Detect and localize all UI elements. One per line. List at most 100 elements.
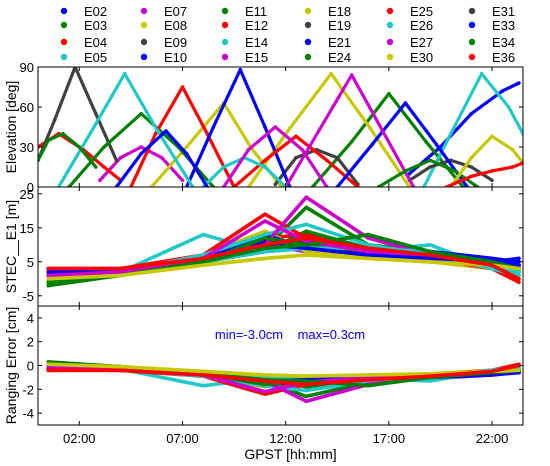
legend-label-e08: E08 <box>164 18 187 33</box>
point-e27 <box>304 195 309 199</box>
point-e36 <box>118 368 123 373</box>
point-e08 <box>263 229 267 233</box>
point-e08 <box>329 71 333 76</box>
point-e15 <box>366 249 371 254</box>
point-e19 <box>273 182 278 187</box>
y-tick-label: 5 <box>27 255 34 270</box>
point-e26 <box>449 131 453 136</box>
point-e30 <box>118 364 123 369</box>
legend-label-e04: E04 <box>84 35 107 50</box>
x-tick-label: 17:00 <box>373 431 406 446</box>
legend-label-e02: E02 <box>84 4 107 19</box>
point-e34 <box>403 169 408 173</box>
point-e14 <box>517 273 521 278</box>
point-e24 <box>263 246 267 250</box>
point-e21 <box>434 142 439 147</box>
point-e36 <box>201 373 205 377</box>
point-e30 <box>118 273 123 278</box>
point-e34 <box>428 158 432 163</box>
x-tick-label: 12:00 <box>269 431 302 446</box>
point-e19 <box>335 155 340 160</box>
point-e08 <box>304 249 309 254</box>
point-e30 <box>366 256 371 261</box>
point-e24 <box>46 138 51 143</box>
y-tick-label: -2 <box>22 382 34 397</box>
legend-marker-e15 <box>221 53 229 61</box>
point-e36 <box>304 236 309 240</box>
point-e24 <box>94 165 98 169</box>
series-e31 <box>38 67 119 162</box>
point-e15 <box>246 147 251 152</box>
legend-marker-e27 <box>386 38 394 46</box>
point-e30 <box>304 374 309 379</box>
point-e36 <box>469 174 474 179</box>
legend-marker-e11 <box>221 7 229 15</box>
point-e15 <box>300 147 305 152</box>
point-e15 <box>263 219 267 223</box>
point-e07 <box>160 155 164 160</box>
point-e30 <box>517 368 521 373</box>
point-e09 <box>469 165 474 169</box>
point-e11 <box>304 394 309 399</box>
point-e02 <box>517 256 521 261</box>
legend-label-e24: E24 <box>328 50 351 65</box>
point-e03 <box>304 229 309 233</box>
point-e31 <box>114 158 119 163</box>
point-e36 <box>304 382 309 387</box>
legend-marker-e03 <box>60 21 68 29</box>
point-e36 <box>510 165 515 169</box>
legend-label-e36: E36 <box>492 50 515 65</box>
point-e10 <box>184 151 189 156</box>
point-e07 <box>180 178 185 183</box>
point-e36 <box>490 263 494 268</box>
point-e30 <box>510 147 515 152</box>
legend-marker-e09 <box>140 38 148 46</box>
point-e26 <box>428 243 432 247</box>
point-e21 <box>517 260 521 264</box>
point-e34 <box>263 382 267 387</box>
legend-label-e33: E33 <box>492 18 515 33</box>
point-e30 <box>366 373 371 377</box>
point-e26 <box>506 105 511 109</box>
min-max-annotation: min=-3.0cm max=0.3cm <box>215 327 365 342</box>
point-e36 <box>46 266 51 271</box>
point-e04 <box>263 212 267 216</box>
point-e36 <box>366 246 371 250</box>
y-tick-label: -4 <box>22 406 34 421</box>
legend-label-e19: E19 <box>328 18 351 33</box>
point-e10 <box>366 253 371 257</box>
point-e02 <box>500 89 505 93</box>
point-e36 <box>428 374 432 379</box>
ranging-error-panel: -4 -2 0 2 4 02:00 07:00 12:00 17:00 22:00 Ranging … <box>3 305 524 462</box>
point-e03 <box>102 145 106 149</box>
point-e27 <box>380 129 385 133</box>
point-e33 <box>238 67 243 72</box>
legend-label-e31: E31 <box>492 4 515 19</box>
legend-label-e25: E25 <box>410 4 433 19</box>
point-e26 <box>201 232 205 237</box>
point-e11 <box>304 205 309 210</box>
point-e26 <box>479 71 484 76</box>
point-e36 <box>118 266 123 271</box>
point-e11 <box>424 139 428 144</box>
legend-label-e27: E27 <box>410 35 433 50</box>
series-e05 <box>201 156 288 187</box>
point-e36 <box>263 243 267 247</box>
legend-label-e30: E30 <box>410 50 433 65</box>
legend-label-e12: E12 <box>245 18 268 33</box>
x-tick-label: 07:00 <box>166 431 199 446</box>
point-e11 <box>387 91 391 96</box>
legend-label-e05: E05 <box>84 50 107 65</box>
point-e30 <box>428 260 432 264</box>
point-e14 <box>155 129 160 133</box>
legend-marker-e36 <box>468 53 476 61</box>
legend-label-e07: E07 <box>164 4 187 19</box>
point-e02 <box>517 81 521 85</box>
point-e14 <box>490 266 494 271</box>
point-e36 <box>517 363 521 368</box>
y-tick-label: 4 <box>27 311 34 326</box>
y-tick-label: 2 <box>27 335 34 350</box>
legend-marker-e31 <box>468 7 476 15</box>
